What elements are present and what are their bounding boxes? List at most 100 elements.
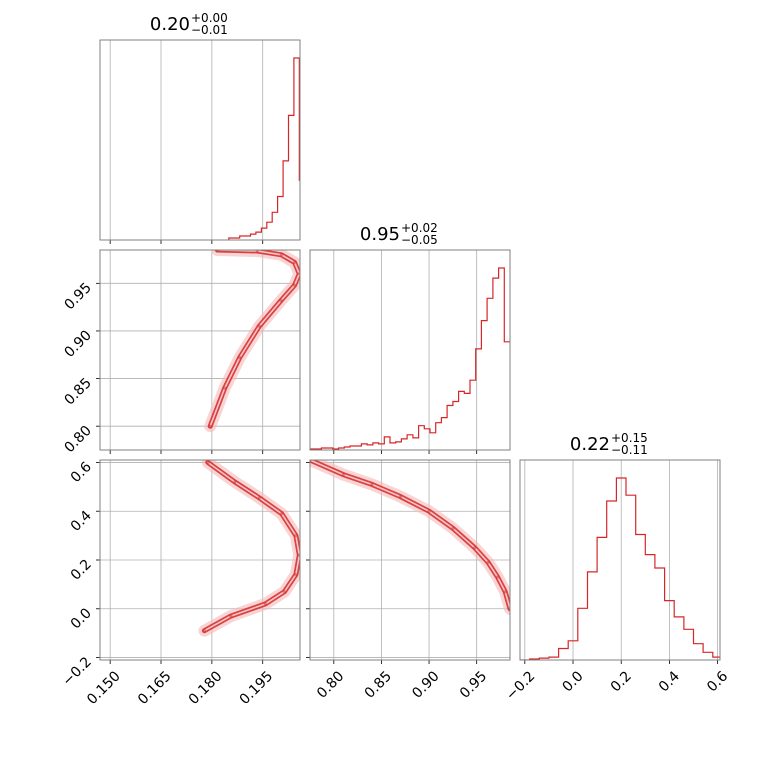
hist-param3-bar-13	[645, 555, 655, 660]
contour-p2-p3-ridge-point-9	[503, 590, 507, 594]
contour-p2-p3-ridge-point-5	[451, 526, 455, 530]
hist-param2-bar-34	[504, 342, 510, 450]
hist-param1-step	[228, 57, 300, 240]
contour-p1-p2-ridge-point-1	[223, 386, 227, 390]
contour-p2-p3-density-band	[310, 460, 510, 615]
contour-p2-p3-ridge-point-6	[473, 546, 477, 550]
hist-param3-step	[520, 477, 720, 660]
contour-p1-p2-ytick-label-0: 0.80	[61, 423, 94, 456]
hist-param3-xtick-label-3: 0.4	[656, 668, 683, 695]
hist-param3-bar-4	[559, 649, 569, 660]
hist-param2-bar-29	[476, 349, 482, 450]
title-p3: 0.22 +0.15−0.11	[570, 431, 648, 457]
hist-param3-bar-6	[578, 608, 588, 660]
hist-param2-frame	[309, 249, 511, 451]
contour-p1-p3-ridge-point-4	[294, 573, 298, 577]
hist-param2-bar-26	[459, 391, 465, 450]
contour-p1-p2-ytick-label-3: 0.95	[61, 280, 94, 313]
contour-p1-p2-ytick-label-2: 0.90	[61, 327, 94, 360]
hist-param1-bar-3	[245, 236, 250, 240]
contour-p1-p2-ridge-point-4	[279, 298, 283, 303]
hist-param3-bar-15	[665, 601, 675, 660]
hist-param3-bar-12	[636, 535, 646, 660]
contour-p1-p2-ridge-point-9	[255, 250, 259, 253]
hist-param3-xtick-label-0: −0.2	[503, 668, 538, 703]
contour-p2-p3-contour-inner	[310, 460, 510, 610]
hist-param2-bar-17	[407, 435, 413, 450]
contour-p1-p3-ytick-label-0: −0.2	[59, 654, 94, 689]
hist-param2-bar-23	[441, 418, 447, 450]
hist-param1-bar-9	[278, 196, 283, 240]
hist-param1-bar-6	[261, 228, 266, 240]
contour-p2-p3-ridge-point-4	[427, 509, 431, 513]
contour-p1-p3-ridge-point-0	[202, 629, 207, 633]
title-p2: 0.95 +0.02−0.05	[360, 221, 438, 247]
hist-param3-bar-9	[607, 501, 617, 660]
hist-param1-bar-2	[240, 236, 245, 240]
contour-p2-p3-ridge-point-8	[496, 575, 500, 579]
contour-p2-p3-contours	[310, 460, 510, 615]
hist-param2-bar-18	[413, 438, 419, 450]
hist-param2-bar-15	[396, 442, 402, 450]
hist-param2-bar-11	[373, 443, 379, 450]
hist-param2-bar-30	[481, 321, 487, 450]
contour-p1-p2-contours	[204, 250, 300, 433]
hist-param3-bar-17	[684, 629, 694, 660]
hist-param1-bar-8	[272, 212, 277, 240]
hist-param2-bar-31	[487, 298, 493, 450]
hist-param2-bar-14	[390, 443, 396, 450]
title-p2-upper: +0.02	[401, 221, 438, 235]
hist-param3-xtick-label-4: 0.6	[704, 668, 731, 695]
contour-p1-p3-ridge-point-6	[294, 534, 298, 538]
hist-param2-bars	[310, 267, 510, 450]
contour-p1-p3-ytick-label-3: 0.4	[68, 508, 95, 535]
hist-param2-bar-28	[470, 380, 476, 450]
contour-p2-p3-contour-outer	[310, 460, 510, 612]
hist-param3-bars	[520, 477, 720, 660]
contour-p1-p3-density-band	[198, 460, 300, 637]
contour-p1-p3-ridge-point-2	[263, 602, 268, 606]
contour-p2-p3-ridge-point-3	[398, 494, 403, 499]
contour-p2-p3-xtick-label-0: 0.80	[314, 668, 347, 701]
title-p3-lower: −0.11	[611, 443, 648, 457]
hist-param1-bars	[228, 57, 300, 240]
contour-p1-p3-xtick-label-3: 0.195	[237, 668, 277, 708]
contour-p1-p3-ridge-point-3	[282, 590, 287, 594]
hist-param1-bar-11	[288, 115, 293, 240]
contour-p1-p2-ridge-point-2	[238, 356, 242, 360]
contour-p2-p3-ridge-point-7	[486, 560, 490, 565]
contour-p1-p3-ridge-point-8	[257, 496, 261, 500]
hist-param2-bar-22	[436, 423, 442, 450]
hist-param2-bar-16	[401, 439, 407, 450]
title-p1: 0.20 +0.00−0.01	[150, 11, 228, 37]
title-p2-value: 0.95	[360, 224, 400, 245]
contour-p1-p2-ytick-label-1: 0.85	[61, 375, 94, 408]
contour-p1-p2-ridge-point-5	[292, 283, 297, 287]
hist-param1-bar-4	[251, 234, 256, 240]
hist-param3-bar-18	[693, 644, 703, 660]
hist-param2-bar-8	[356, 446, 362, 450]
contour-p1-p2-ridge-point-6	[297, 272, 300, 276]
hist-param1-bar-5	[256, 232, 261, 240]
title-p2-lower: −0.05	[401, 233, 438, 247]
contour-p1-p2-frame	[99, 249, 301, 451]
hist-param3-bar-19	[703, 652, 713, 660]
contour-p1-p3-frame	[99, 459, 301, 661]
contour-p1-p3-ridge-point-1	[229, 614, 233, 618]
hist-param2-bar-24	[447, 406, 453, 450]
hist-param3-xtick-label-2: 0.2	[608, 668, 635, 695]
hist-param2-bar-12	[379, 444, 385, 450]
hist-param1-bar-7	[267, 222, 272, 240]
contour-p2-p3-ridge-point-1	[341, 473, 345, 477]
contour-p1-p3-ridge-point-9	[233, 480, 237, 484]
hist-param3-bar-11	[626, 495, 636, 660]
hist-param1-frame	[99, 39, 301, 241]
hist-param2-bar-9	[361, 444, 367, 450]
hist-param2-bar-13	[384, 437, 390, 450]
hist-param3-bar-16	[674, 617, 684, 660]
hist-param2-bar-7	[350, 446, 356, 450]
contour-p1-p3-ytick-label-1: 0.0	[68, 605, 95, 632]
hist-param2-bar-21	[430, 433, 436, 450]
contour-p1-p2-ridge-point-0	[208, 424, 212, 428]
contour-p2-p3-xtick-label-2: 0.90	[409, 668, 442, 701]
